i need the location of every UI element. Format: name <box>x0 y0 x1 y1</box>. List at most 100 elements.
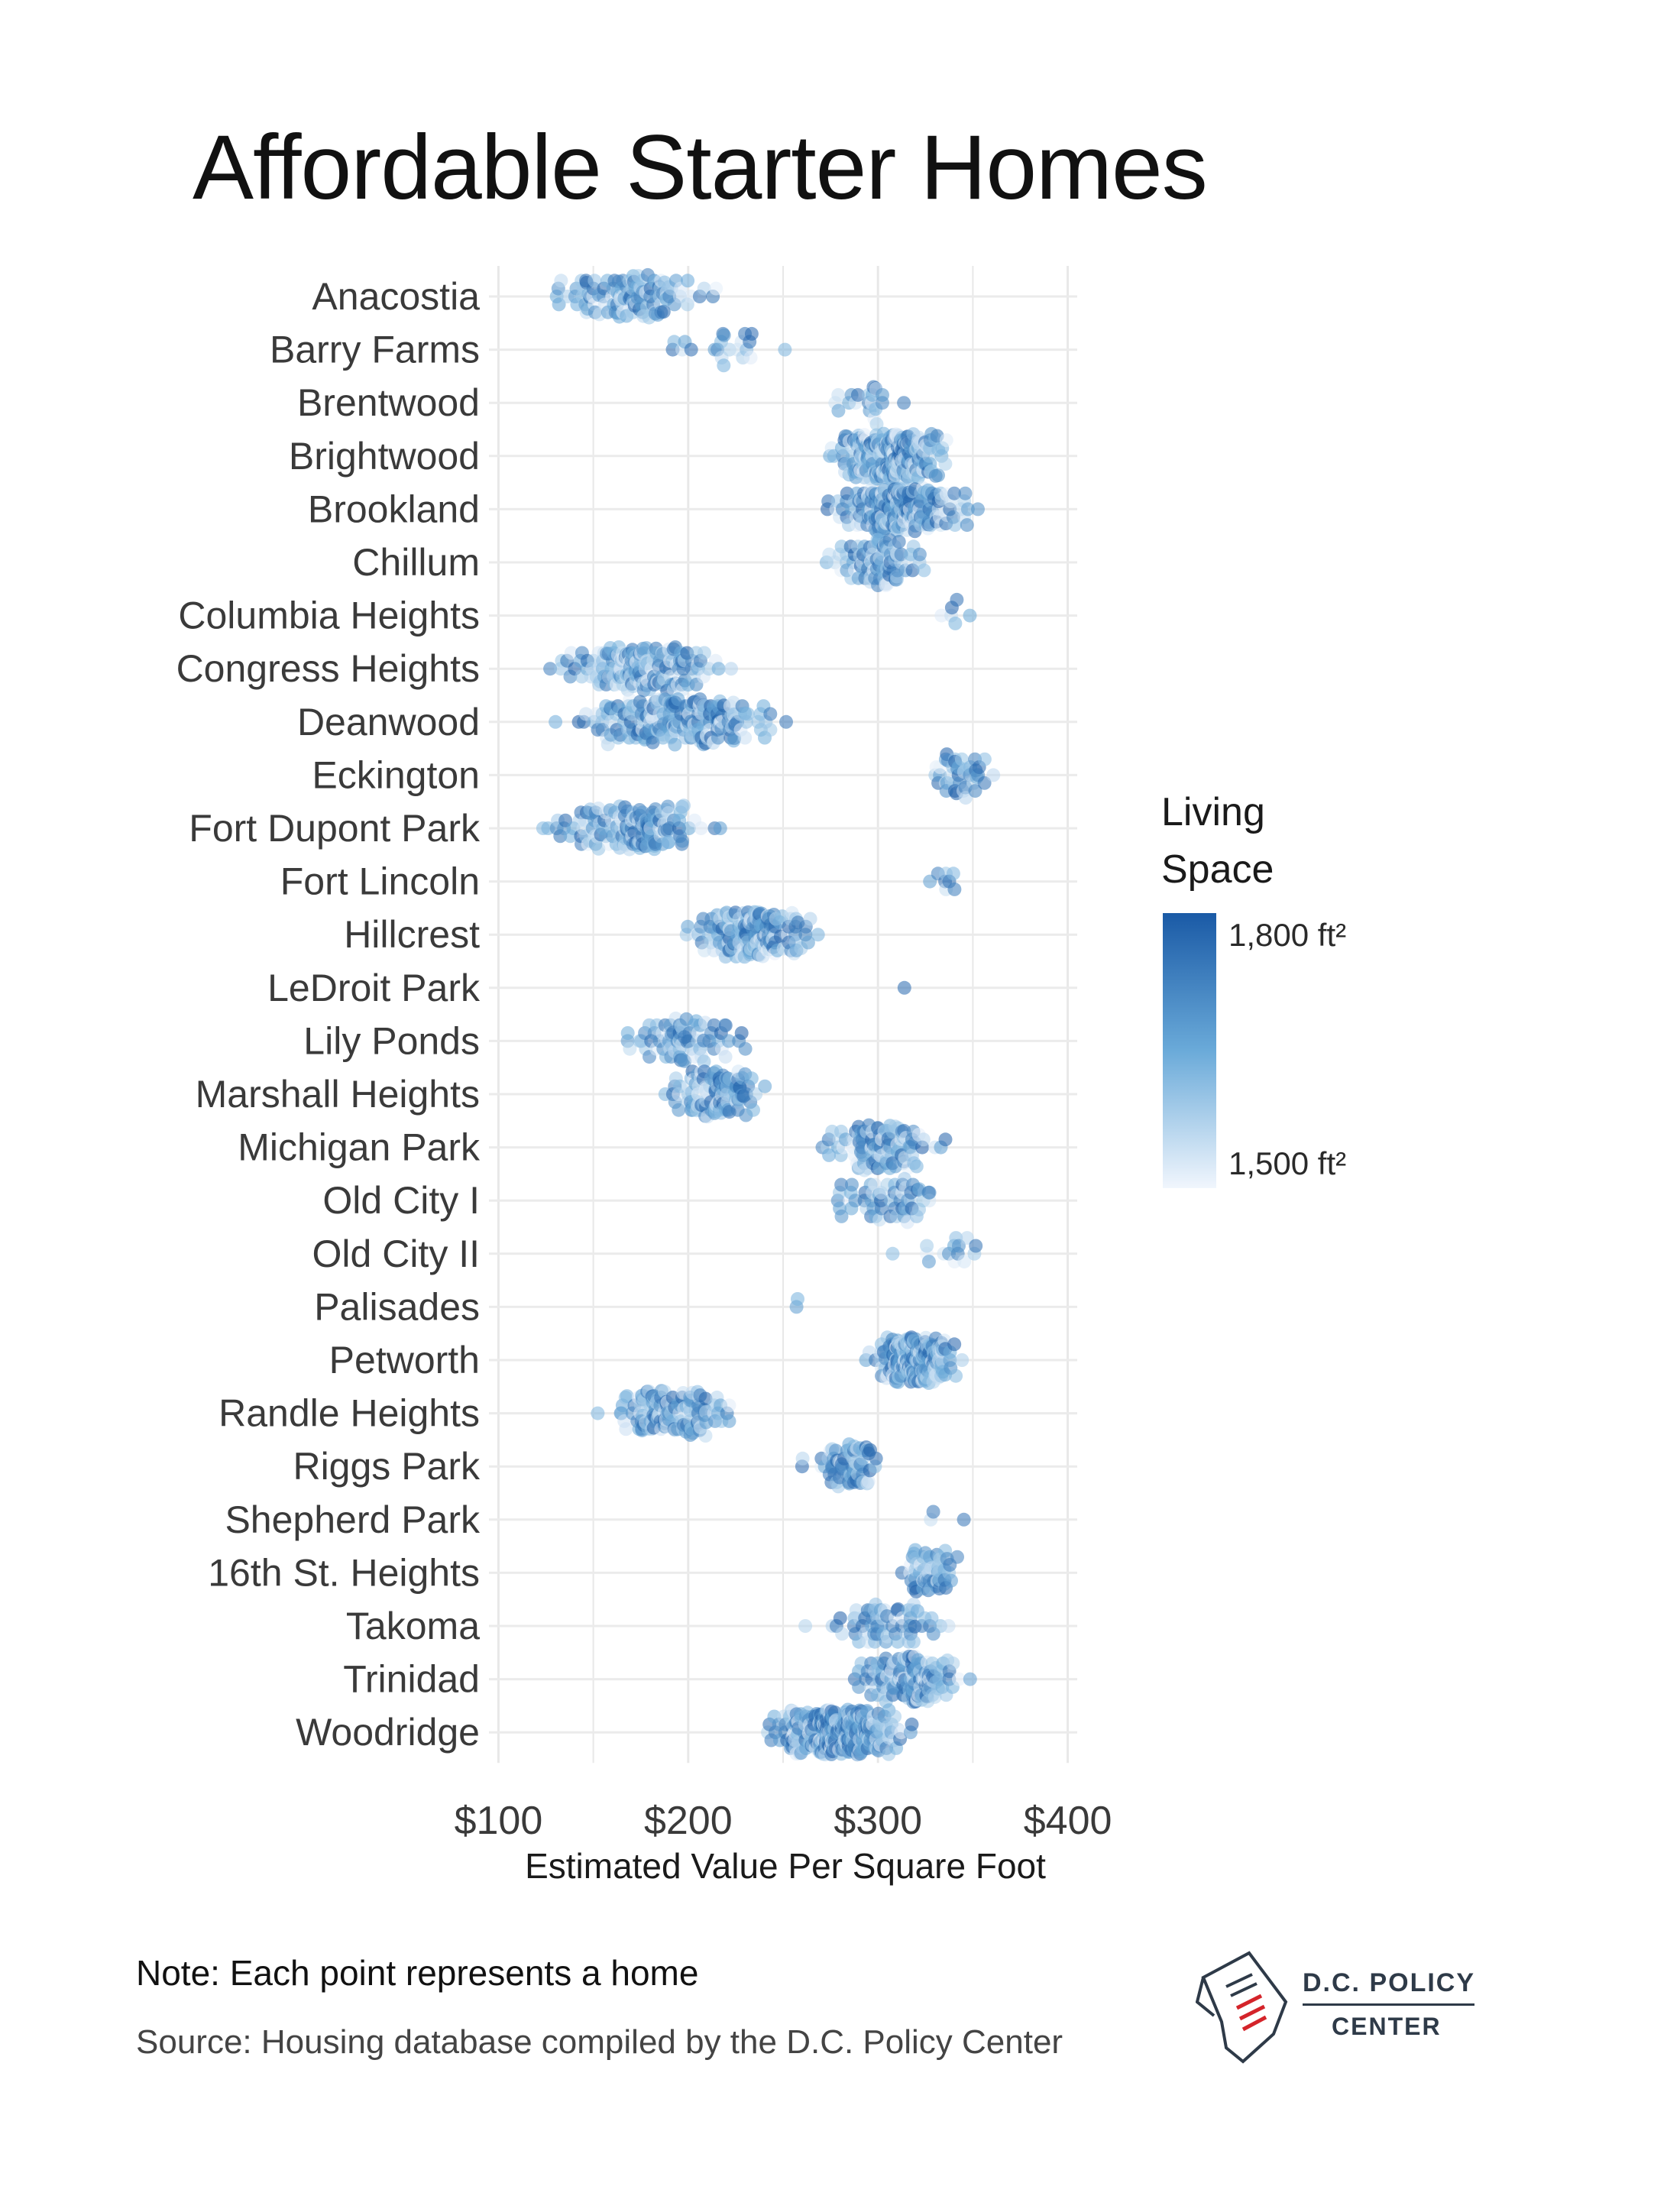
category-label: Chillum <box>352 541 480 584</box>
data-point <box>891 1634 905 1649</box>
data-point <box>977 752 992 766</box>
category-label: Takoma <box>346 1605 480 1647</box>
data-point <box>620 1389 634 1404</box>
category-label: LeDroit Park <box>267 967 481 1009</box>
data-point <box>744 1071 759 1086</box>
data-point <box>905 1717 919 1731</box>
category-label: Randle Heights <box>218 1392 480 1435</box>
data-point <box>831 403 846 418</box>
data-point <box>711 662 726 676</box>
data-point <box>749 1087 763 1101</box>
data-point <box>697 281 711 296</box>
data-point <box>916 1132 931 1147</box>
data-point <box>672 1103 686 1117</box>
data-point <box>619 1422 633 1436</box>
data-point <box>885 1246 900 1261</box>
data-point <box>946 1656 960 1670</box>
data-point <box>724 662 738 676</box>
data-point <box>957 1512 971 1527</box>
data-point <box>835 1627 850 1641</box>
category-label: Marshall Heights <box>196 1073 480 1116</box>
data-point <box>698 1429 713 1443</box>
category-label: Brentwood <box>297 381 480 424</box>
data-point <box>909 1159 924 1174</box>
data-point <box>831 387 846 402</box>
data-point <box>656 304 671 319</box>
data-point <box>941 1619 956 1633</box>
data-point <box>869 417 884 431</box>
data-point <box>874 1201 889 1216</box>
category-label: Brightwood <box>289 435 480 478</box>
category-label: Fort Dupont Park <box>189 807 481 850</box>
category-label: Petworth <box>329 1339 480 1381</box>
category-label: Anacostia <box>312 275 480 318</box>
data-point <box>924 1611 939 1625</box>
category-label: Old City I <box>322 1179 480 1222</box>
data-point <box>963 1672 977 1686</box>
footnote: Note: Each point represents a home <box>136 1953 699 1993</box>
data-point <box>938 1132 953 1147</box>
category-label: Fort Lincoln <box>280 860 480 903</box>
data-point <box>897 980 911 995</box>
legend-max-label: 1,800 ft² <box>1228 917 1346 953</box>
data-point <box>947 1337 962 1352</box>
data-point <box>834 1177 849 1192</box>
data-point <box>549 714 563 729</box>
data-point <box>722 1414 736 1428</box>
data-point <box>738 730 753 745</box>
legend-title-line-1: Living <box>1161 790 1265 834</box>
data-point <box>876 387 889 402</box>
x-tick-label: $100 <box>455 1799 543 1843</box>
category-label: Michigan Park <box>238 1126 481 1169</box>
data-point <box>564 646 578 660</box>
category-label: Shepherd Park <box>225 1498 481 1541</box>
data-point <box>931 468 945 483</box>
data-point <box>717 328 731 342</box>
data-point <box>620 1026 635 1040</box>
category-label: Columbia Heights <box>178 594 480 637</box>
legend: Living Space 1,800 ft² 1,500 ft² <box>1161 790 1346 1188</box>
data-point <box>960 518 974 533</box>
data-point <box>959 791 973 805</box>
data-point <box>734 1026 749 1040</box>
data-point <box>721 1034 736 1048</box>
data-point <box>944 1573 958 1588</box>
page-title: Affordable Starter Homes <box>193 116 1208 219</box>
data-point <box>977 776 992 790</box>
category-label: Riggs Park <box>293 1445 481 1488</box>
data-point <box>588 274 602 288</box>
data-point <box>922 1185 937 1200</box>
category-label: Hillcrest <box>344 913 480 956</box>
data-point <box>897 396 911 410</box>
data-point <box>894 1725 908 1740</box>
data-point <box>986 768 1001 782</box>
data-point <box>968 784 982 798</box>
category-label: Lily Ponds <box>303 1019 480 1062</box>
logo-divider <box>1303 2003 1474 2006</box>
data-point <box>681 274 695 288</box>
data-point <box>822 1148 837 1162</box>
data-point <box>697 1054 711 1069</box>
data-point <box>934 608 949 623</box>
data-point <box>718 1050 733 1064</box>
data-point <box>697 646 711 660</box>
category-label: Palisades <box>314 1285 480 1328</box>
data-point <box>921 1255 936 1269</box>
data-point <box>958 486 973 500</box>
data-point <box>779 714 793 729</box>
data-point <box>795 1451 810 1466</box>
data-point <box>969 1239 983 1253</box>
data-point <box>939 433 953 448</box>
data-point <box>668 737 682 752</box>
data-point <box>947 486 962 500</box>
data-point <box>791 1292 804 1306</box>
legend-min-label: 1,500 ft² <box>1228 1145 1346 1181</box>
data-point <box>763 707 778 721</box>
dc-map-icon <box>1196 1951 1288 2064</box>
category-label: Barry Farms <box>270 329 480 371</box>
data-point <box>960 1231 974 1245</box>
category-label: Brookland <box>308 487 480 530</box>
data-point <box>926 1504 940 1519</box>
data-point <box>960 502 975 517</box>
